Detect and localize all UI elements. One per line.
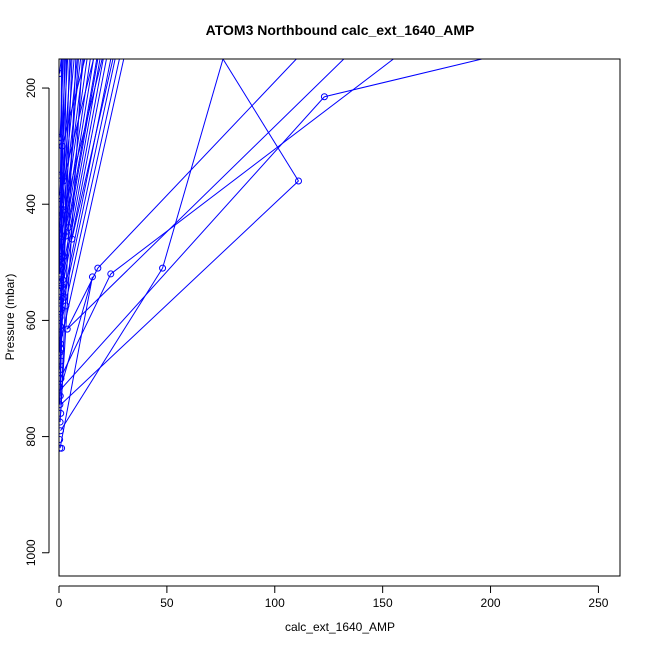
series-line [66, 267, 99, 330]
x-tick-label: 150 [373, 596, 393, 610]
data-point [61, 293, 69, 301]
series-line [59, 59, 125, 344]
y-tick-label: 200 [24, 78, 38, 98]
series-line [59, 276, 93, 391]
series-line [66, 59, 345, 330]
x-tick-label: 200 [481, 596, 501, 610]
data-point [59, 238, 65, 246]
data-point [65, 223, 73, 231]
series-line [59, 59, 70, 405]
series-line [60, 59, 101, 283]
data-point [59, 374, 65, 382]
x-tick-label: 250 [588, 596, 608, 610]
series-line [60, 180, 299, 405]
data-point [59, 200, 65, 208]
data-point [59, 247, 64, 255]
series-line [59, 59, 62, 74]
data-point [59, 282, 66, 290]
data-point [59, 401, 64, 409]
data-point [59, 133, 64, 141]
data-point [107, 270, 115, 278]
series-line [59, 59, 63, 274]
series-line [222, 59, 299, 182]
data-point [59, 212, 64, 220]
data-point [59, 229, 64, 237]
series-line [97, 59, 297, 269]
axes: 0 50 100 150 200 250 200 400 600 800 1000 [24, 58, 621, 610]
y-tick-label: 600 [24, 310, 38, 330]
series-line [162, 59, 224, 269]
data-point [59, 345, 65, 353]
chart-title: ATOM3 Northbound calc_ext_1640_AMP [206, 22, 475, 38]
series-line [71, 59, 114, 240]
plot-frame [58, 58, 621, 577]
x-tick-label: 50 [160, 596, 174, 610]
data-point [59, 392, 64, 400]
data-point [159, 264, 167, 272]
data-point [68, 235, 76, 243]
series-line [60, 59, 120, 327]
data-point [59, 305, 65, 313]
data-point [59, 270, 64, 278]
data-point [59, 258, 65, 266]
series-line [59, 59, 98, 275]
data-point [59, 331, 64, 339]
data-point [59, 366, 64, 374]
data-point [59, 171, 64, 179]
data-point [61, 232, 69, 240]
data-point [59, 322, 65, 330]
y-tick-label: 1000 [24, 539, 38, 566]
plot-area [59, 59, 483, 452]
y-tick-label: 400 [24, 194, 38, 214]
data-point [59, 427, 65, 435]
y-tick-label: 800 [24, 426, 38, 446]
data-point [320, 93, 328, 101]
x-tick-label: 0 [56, 596, 63, 610]
series-line [59, 96, 325, 391]
x-tick-label: 100 [265, 596, 285, 610]
data-point [59, 314, 64, 321]
data-point [62, 302, 70, 310]
series-line [110, 59, 394, 275]
series-line [60, 267, 163, 432]
series-line [59, 276, 93, 449]
data-point [59, 357, 65, 365]
data-point [59, 192, 64, 200]
data-point [59, 444, 66, 452]
data-point [295, 177, 303, 185]
series-line [324, 59, 483, 98]
series-line [59, 59, 88, 251]
data-point [63, 325, 71, 333]
data-point [59, 409, 65, 417]
x-axis-label: calc_ext_1640_AMP [285, 620, 395, 634]
data-point [60, 253, 68, 261]
series-line [59, 59, 63, 396]
data-point [60, 206, 68, 214]
data-point [94, 264, 102, 272]
data-point [88, 273, 96, 281]
series-line [59, 273, 112, 379]
y-axis-label: Pressure (mbar) [3, 274, 17, 361]
data-point [59, 70, 64, 78]
data-point [59, 383, 64, 391]
data-point [59, 418, 64, 426]
data-point [59, 435, 64, 443]
data-point [59, 177, 67, 185]
